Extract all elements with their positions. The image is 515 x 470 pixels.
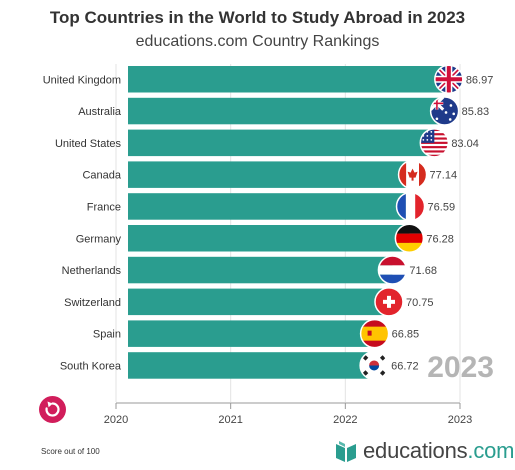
category-label: United Kingdom [43,74,121,86]
bar [128,97,445,125]
bar-group: 71.68 [128,255,437,285]
category-label: Netherlands [62,265,122,277]
category-label: Spain [93,329,121,341]
flag-canada-icon [398,160,427,189]
x-axis: 2020 2021 2022 2023 [104,402,472,426]
category-label: Switzerland [64,297,121,309]
bar-group: 66.72 [128,350,419,381]
replay-button[interactable] [39,396,66,423]
replay-icon [45,401,60,417]
flag-netherlands-icon [378,256,407,285]
value-label: 83.04 [451,138,479,150]
brand-name: educations.com [363,438,515,463]
value-label: 76.28 [426,233,454,245]
flag-switzerland-icon [374,287,403,316]
value-label: 77.14 [430,170,458,182]
bar [128,352,375,379]
category-label: France [87,201,121,213]
bar-group: 83.04 [128,128,479,158]
bar-group: 66.85 [128,318,420,349]
bar [128,129,435,157]
bar [128,320,375,347]
category-label: South Korea [60,360,122,372]
score-note: Score out of 100 [41,447,100,456]
category-label: Australia [78,106,122,118]
bar [128,66,449,93]
bar [128,256,393,284]
flag-usa-icon [420,128,449,157]
flag-australia-icon [430,97,459,126]
bar-group: 85.83 [128,96,490,126]
category-label: United States [55,138,122,150]
value-label: 66.85 [392,329,420,341]
bar-group: 76.28 [128,223,454,253]
chart-title: Top Countries in the World to Study Abro… [49,8,466,27]
bar [128,161,413,188]
flag-france-icon [396,192,425,221]
chart-subtitle: educations.com Country Rankings [135,33,380,50]
value-label: 70.75 [406,297,434,309]
bar-group: 70.75 [128,287,434,317]
brand-logo: educations.com [335,436,514,466]
flag-germany-icon [395,224,424,253]
bar-group: 86.97 [128,64,494,94]
value-label: 66.72 [391,360,419,372]
bar [128,193,411,220]
x-tick-label: 2023 [448,414,472,426]
bar-group: 76.59 [128,191,456,222]
value-label: 86.97 [466,74,494,86]
category-label: Germany [76,233,122,245]
bar [128,225,410,252]
book-icon [336,441,356,462]
value-label: 71.68 [409,265,437,277]
bars: 86.97 85.83 83.04 77.14 76.59 76.28 71.68 70.75… [128,64,494,381]
value-label: 76.59 [428,201,456,213]
bar [128,288,389,316]
value-label: 85.83 [462,106,490,118]
category-labels: United Kingdom Australia United States Cana… [43,74,122,372]
current-year-label: 2023 [427,351,494,384]
bar-group: 77.14 [128,159,458,190]
x-tick-label: 2021 [218,414,242,426]
x-tick-label: 2022 [333,414,357,426]
flag-uk-icon [434,65,463,94]
flag-spain-icon [360,319,389,348]
category-label: Canada [82,170,121,182]
x-tick-label: 2020 [104,414,128,426]
